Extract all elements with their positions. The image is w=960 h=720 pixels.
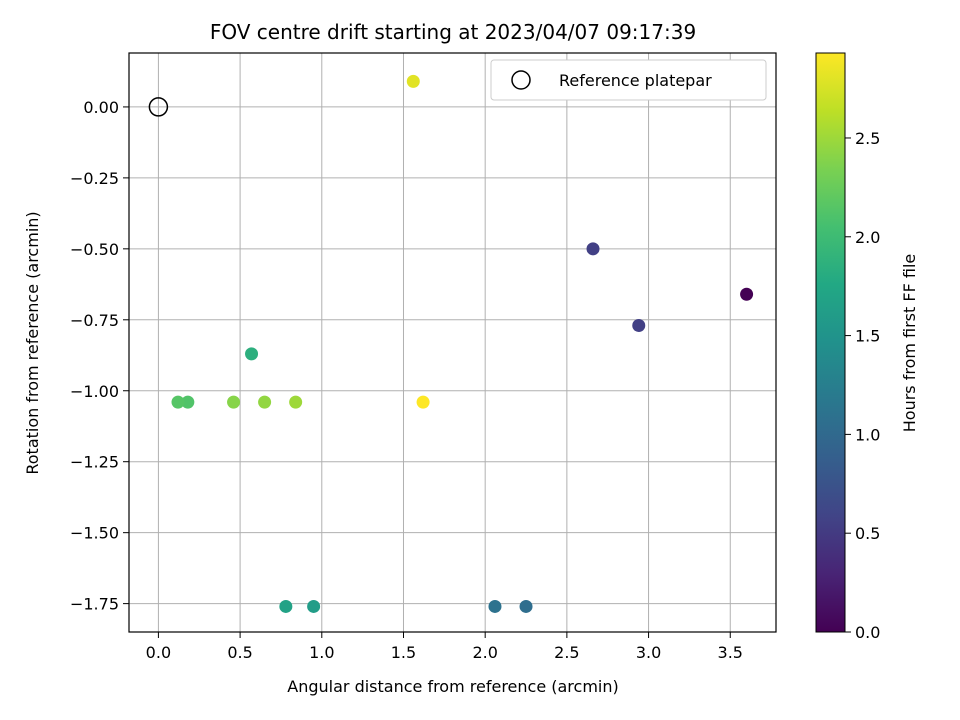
colorbar-tick-label: 0.0 [855, 623, 880, 642]
scatter-point [307, 599, 321, 613]
y-tick-label: −0.50 [70, 240, 119, 259]
y-axis-ticks: 0.00 −0.25 −0.50 −0.75 −1.00 −1.25 −1.50 −1.75 [70, 98, 129, 614]
x-tick-label: 0.5 [227, 643, 252, 662]
x-tick-label: 1.5 [391, 643, 416, 662]
scatter-point [227, 395, 241, 409]
y-axis-label: Rotation from reference (arcmin) [23, 211, 42, 474]
scatter-point [181, 395, 195, 409]
x-tick-label: 0.0 [146, 643, 171, 662]
scatter-point [279, 599, 293, 613]
legend: Reference platepar [490, 59, 767, 101]
colorbar-tick-label: 1.0 [855, 425, 880, 444]
scatter-point [416, 395, 430, 409]
scatter-point [406, 74, 420, 88]
colorbar-tick-label: 2.5 [855, 129, 880, 148]
colorbar-tick-label: 1.5 [855, 327, 880, 346]
scatter-point [740, 287, 754, 301]
x-axis-label: Angular distance from reference (arcmin) [287, 677, 618, 696]
reference-platepar-marker [148, 97, 169, 117]
x-axis-ticks: 0.0 0.5 1.0 1.5 2.0 2.5 3.0 3.5 [146, 632, 743, 662]
y-tick-label: 0.00 [83, 98, 119, 117]
y-tick-label: −1.50 [70, 524, 119, 543]
x-tick-label: 1.0 [309, 643, 334, 662]
scatter-point [519, 599, 533, 613]
scatter-point [488, 599, 502, 613]
colorbar-tick-label: 2.0 [855, 228, 880, 247]
x-tick-label: 2.0 [472, 643, 497, 662]
y-tick-label: −0.75 [70, 311, 119, 330]
chart-title: FOV centre drift starting at 2023/04/07 … [210, 20, 696, 44]
scatter-point [245, 347, 259, 361]
plot-frame [128, 52, 777, 633]
grid-lines [129, 53, 776, 632]
scatter-point [289, 395, 303, 409]
legend-box [490, 59, 767, 101]
y-tick-label: −0.25 [70, 169, 119, 188]
legend-label: Reference platepar [559, 71, 712, 90]
scatter-point [258, 395, 272, 409]
x-tick-label: 3.0 [636, 643, 661, 662]
y-tick-label: −1.25 [70, 453, 119, 472]
colorbar-ticks: 0.0 0.5 1.0 1.5 2.0 2.5 [845, 129, 880, 642]
data-points [171, 74, 754, 613]
y-tick-label: −1.75 [70, 595, 119, 614]
x-tick-label: 3.5 [718, 643, 743, 662]
scatter-point [632, 318, 646, 332]
scatter-point [171, 395, 185, 409]
scatter-point [586, 242, 600, 256]
colorbar-tick-label: 0.5 [855, 524, 880, 543]
y-tick-label: −1.00 [70, 382, 119, 401]
x-tick-label: 2.5 [554, 643, 579, 662]
colorbar [815, 52, 846, 633]
colorbar-label: Hours from first FF file [900, 254, 919, 433]
legend-marker [511, 70, 531, 90]
